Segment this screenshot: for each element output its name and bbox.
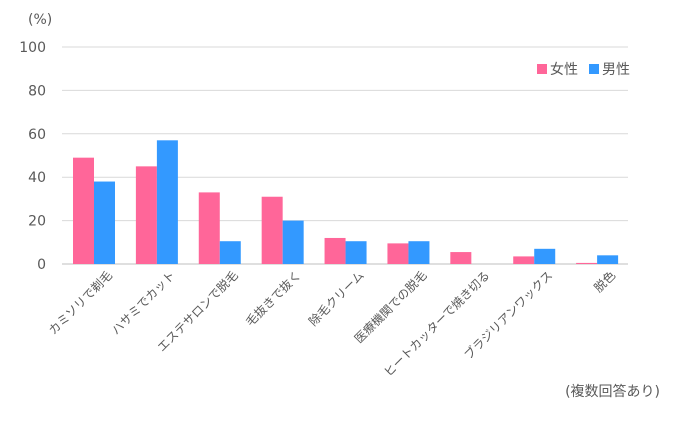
bar-female (198, 192, 220, 264)
bar-female (513, 256, 535, 264)
bar-female (135, 166, 157, 264)
x-tick-label: ハサミでカット (109, 268, 178, 337)
y-tick-label: 0 (37, 257, 46, 273)
bar-male (408, 241, 430, 264)
y-tick-label: 80 (28, 83, 46, 99)
y-tick-label: 100 (19, 40, 46, 56)
bar-female (450, 252, 472, 264)
x-tick-label: カミソリで剃毛 (46, 268, 115, 337)
legend-label: 男性 (602, 62, 630, 78)
y-axis-ticks: 0 20 40 60 80 100 (19, 40, 46, 273)
bar-male (345, 241, 367, 264)
y-tick-label: 20 (28, 214, 46, 230)
bar-male (282, 220, 304, 264)
x-tick-label: 脱色 (591, 268, 619, 296)
y-tick-label: 40 (28, 170, 46, 186)
legend-swatch (537, 64, 547, 74)
legend-label: 女性 (550, 61, 578, 78)
bar-male (94, 181, 115, 264)
footnote: (複数回答あり) (565, 383, 660, 400)
bar-male (534, 248, 556, 264)
x-tick-label: ヒートカッターで焼き切る (381, 268, 492, 379)
legend: 女性 男性 (537, 61, 630, 78)
bar-male (219, 241, 241, 264)
bar-female (261, 196, 283, 264)
bar-male (156, 140, 178, 264)
bar-female (73, 157, 94, 264)
bar-female (576, 262, 598, 264)
bar-female (387, 243, 409, 264)
bars (73, 140, 619, 264)
y-unit-label: (%) (28, 12, 52, 28)
y-tick-label: 60 (28, 127, 46, 143)
x-tick-label: 毛抜きで抜く (243, 268, 304, 329)
x-tick-label: 除毛クリーム (305, 268, 366, 329)
bar-male (597, 255, 619, 264)
bar-female (324, 237, 346, 264)
legend-swatch (589, 64, 599, 74)
